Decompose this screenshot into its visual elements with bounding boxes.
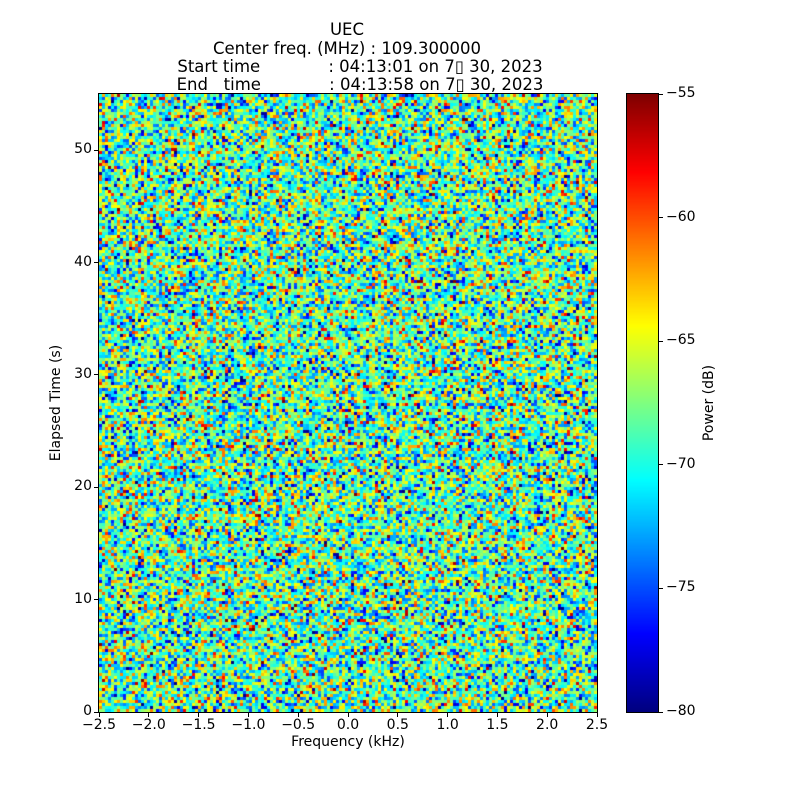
x-tick-mark	[198, 713, 200, 717]
x-tick-mark	[297, 713, 299, 717]
chart-title: UEC	[329, 20, 365, 39]
x-tick-label: 0.0	[336, 717, 360, 733]
y-tick-mark	[94, 262, 98, 264]
y-tick-mark	[94, 374, 98, 376]
colorbar-tick-mark	[659, 93, 663, 95]
x-tick-mark	[98, 713, 100, 717]
y-axis-label: Elapsed Time (s)	[48, 344, 64, 462]
x-tick-mark	[496, 713, 498, 717]
y-tick-label: 20	[74, 478, 92, 495]
y-tick-mark	[94, 599, 98, 601]
start-time-line: Start time : 04:13:01 on 7▯ 30, 2023	[177, 57, 543, 76]
x-axis-label: Frequency (kHz)	[291, 734, 405, 750]
colorbar-tick-label: −60	[666, 208, 696, 225]
x-tick-label: 2.5	[585, 717, 609, 733]
colorbar-tick-label: −65	[666, 332, 696, 349]
x-tick-mark	[347, 713, 349, 717]
plot-area	[98, 93, 598, 713]
y-tick-mark	[94, 486, 98, 488]
y-tick-label: 50	[74, 141, 92, 158]
y-tick-mark	[94, 149, 98, 151]
colorbar-tick-mark	[659, 217, 663, 219]
spectrogram-heatmap	[99, 94, 597, 712]
x-tick-mark	[447, 713, 449, 717]
y-tick-label: 30	[74, 365, 92, 382]
colorbar-tick-label: −70	[666, 455, 696, 472]
x-tick-label: −1.5	[181, 717, 216, 733]
end-time-line: End time : 04:13:58 on 7▯ 30, 2023	[176, 75, 544, 94]
colorbar-tick-mark	[659, 711, 663, 713]
colorbar	[626, 93, 659, 713]
x-tick-mark	[397, 713, 399, 717]
x-tick-label: −2.0	[131, 717, 166, 733]
x-tick-label: −2.5	[82, 717, 116, 733]
x-tick-mark	[247, 713, 249, 717]
colorbar-tick-mark	[659, 340, 663, 342]
colorbar-tick-label: −75	[666, 579, 696, 596]
x-tick-label: 1.5	[486, 717, 509, 733]
colorbar-tick-label: −80	[666, 703, 696, 719]
colorbar-tick-mark	[659, 587, 663, 589]
x-tick-mark	[596, 713, 598, 717]
colorbar-tick-mark	[659, 464, 663, 466]
y-tick-label: 10	[74, 590, 92, 607]
y-tick-mark	[94, 711, 98, 713]
x-tick-label: 0.5	[386, 717, 409, 733]
colorbar-tick-label: −55	[666, 85, 696, 101]
x-tick-mark	[148, 713, 150, 717]
x-tick-mark	[546, 713, 548, 717]
colorbar-label: Power (dB)	[701, 364, 717, 442]
x-tick-label: 2.0	[536, 717, 559, 733]
x-tick-label: 1.0	[436, 717, 459, 733]
y-tick-label: 0	[83, 703, 92, 719]
y-tick-label: 40	[74, 253, 92, 270]
x-tick-label: −1.0	[231, 717, 266, 733]
center-freq-line: Center freq. (MHz) : 109.300000	[212, 39, 482, 58]
colorbar-gradient	[627, 94, 658, 712]
x-tick-label: −0.5	[281, 717, 316, 733]
